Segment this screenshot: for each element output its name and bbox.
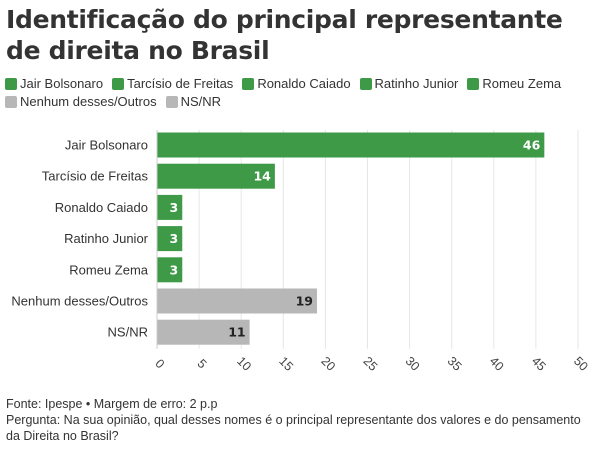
legend-swatch [112, 77, 125, 90]
chart-legend: Jair Bolsonaro Tarcísio de Freitas Ronaldo… [5, 75, 590, 110]
legend-item: Ratinho Junior [359, 75, 459, 92]
category-label: Tarcísio de Freitas [42, 169, 149, 184]
data-label: 46 [523, 138, 541, 153]
legend-swatch [5, 95, 17, 108]
bar [157, 319, 250, 345]
bar [157, 163, 275, 189]
category-label: Jair Bolsonaro [65, 138, 148, 153]
category-label: Romeu Zema [69, 262, 149, 277]
category-label: NS/NR [108, 325, 148, 340]
legend-label: Romeu Zema [482, 76, 562, 91]
x-tick-label: 10 [234, 354, 254, 374]
legend-swatch [359, 77, 372, 90]
category-label: Ratinho Junior [64, 231, 148, 246]
x-tick-label: 40 [487, 354, 507, 374]
x-tick-label: 15 [276, 354, 296, 374]
bar [157, 132, 545, 158]
legend-item: Ronaldo Caiado [242, 75, 351, 92]
x-tick-label: 45 [529, 354, 549, 374]
x-tick-label: 50 [571, 354, 591, 374]
legend-swatch [165, 95, 178, 108]
legend-label: Jair Bolsonaro [20, 76, 104, 91]
legend-item: Nenhum desses/Outros [5, 93, 157, 110]
category-label: Ronaldo Caiado [55, 200, 148, 215]
bar-chart: Jair Bolsonaro 46 Tarcísio de Freitas 14 Ron… [11, 130, 591, 374]
x-tick-label: 35 [445, 354, 465, 374]
data-label: 19 [296, 294, 313, 309]
legend-swatch [242, 77, 255, 90]
x-tick-label: 30 [403, 354, 423, 374]
legend-item: NS/NR [165, 93, 222, 110]
legend-swatch [5, 77, 17, 90]
legend-item: Romeu Zema [467, 75, 561, 92]
bar [157, 257, 183, 283]
source-note: Fonte: Ipespe • Margem de erro: 2 p.p [6, 397, 218, 411]
data-label: 14 [253, 169, 271, 184]
chart-title: Identificação do principal representante… [6, 5, 563, 65]
category-label: Nenhum desses/Outros [11, 294, 148, 309]
x-tick-label: 20 [318, 354, 338, 374]
bar [157, 194, 183, 220]
legend-item: Jair Bolsonaro [5, 75, 103, 92]
legend-label: Nenhum desses/Outros [20, 94, 157, 109]
data-label: 3 [170, 262, 179, 277]
legend-label: NS/NR [180, 94, 222, 109]
data-label: 3 [170, 231, 179, 246]
legend-label: Ronaldo Caiado [257, 76, 351, 91]
x-tick-label: 0 [152, 356, 167, 371]
legend-label: Ratinho Junior [374, 76, 459, 91]
legend-item: Tarcísio de Freitas [112, 75, 233, 92]
data-label: 11 [228, 325, 245, 340]
data-label: 3 [170, 200, 179, 215]
legend-label: Tarcísio de Freitas [127, 76, 234, 91]
legend-swatch [467, 77, 480, 90]
bar [157, 288, 317, 314]
x-tick-label: 25 [360, 354, 380, 374]
bar [157, 226, 183, 252]
question-note: Pergunta: Na sua opinião, qual desses no… [6, 413, 581, 443]
x-tick-label: 5 [195, 356, 210, 371]
chart-footer: Fonte: Ipespe • Margem de erro: 2 p.p Pe… [6, 396, 586, 444]
